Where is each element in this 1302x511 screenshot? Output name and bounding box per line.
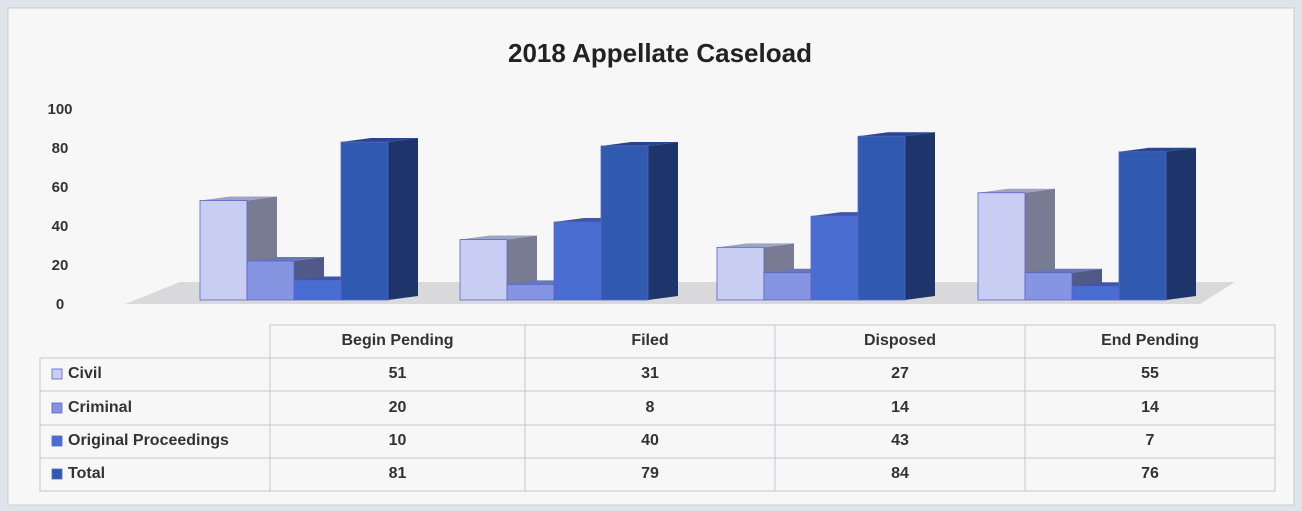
table-value: 31 [641,365,659,382]
bar [600,145,649,301]
bar [199,200,248,301]
table-header: Begin Pending [342,332,454,349]
bar [1024,272,1073,301]
table-value: 51 [389,365,407,382]
y-tick-label: 20 [52,257,69,274]
legend-swatch [51,468,63,480]
bar [340,141,389,301]
bar-side [388,138,418,300]
legend-label: Criminal [68,399,132,416]
bar [716,246,765,301]
bar [293,280,342,301]
y-tick-label: 100 [47,101,72,118]
bar [977,192,1026,301]
table-value: 20 [389,399,407,416]
bar-top [717,243,794,248]
bar-top [858,132,935,137]
bar-side [905,132,935,300]
table-value: 76 [1141,465,1159,482]
table-value: 81 [389,465,407,482]
bar [1071,285,1120,301]
bar-top [601,141,678,146]
y-tick-label: 40 [52,218,69,235]
bar-side [1166,147,1196,300]
bar [763,272,812,301]
table-value: 8 [646,399,655,416]
bar [246,260,295,301]
table-value: 43 [891,432,909,449]
chart-title: 2018 Appellate Caseload [508,38,812,68]
y-tick-label: 60 [52,179,69,196]
bar [1118,151,1167,301]
table-header: End Pending [1101,332,1199,349]
bar [506,283,555,301]
legend-swatch [51,435,63,447]
legend-label: Total [68,465,105,482]
y-tick-label: 80 [52,140,69,157]
table-value: 84 [891,465,909,482]
bar [810,215,859,301]
table-header: Filed [631,332,668,349]
bar [459,239,508,301]
bar-top [247,257,324,261]
legend-label: Original Proceedings [68,432,229,449]
table-value: 40 [641,432,659,449]
table-value: 10 [389,432,407,449]
legend-swatch [51,368,63,380]
bar [857,135,906,301]
bar-top [200,196,277,201]
legend-label: Civil [68,365,102,382]
bar-top [1119,147,1196,152]
bar-top [978,188,1055,193]
table-header: Disposed [864,332,936,349]
table-value: 27 [891,365,909,382]
bar [553,221,602,301]
bar-side [648,141,678,300]
legend-swatch [51,402,63,414]
table-value: 14 [891,399,909,416]
table-value: 7 [1146,432,1155,449]
bar-top [1025,268,1102,273]
y-tick-label: 0 [56,296,64,313]
table-value: 55 [1141,365,1159,382]
table-value: 14 [1141,399,1159,416]
bar-top [460,235,537,240]
bar-top [341,138,418,143]
table-value: 79 [641,465,659,482]
